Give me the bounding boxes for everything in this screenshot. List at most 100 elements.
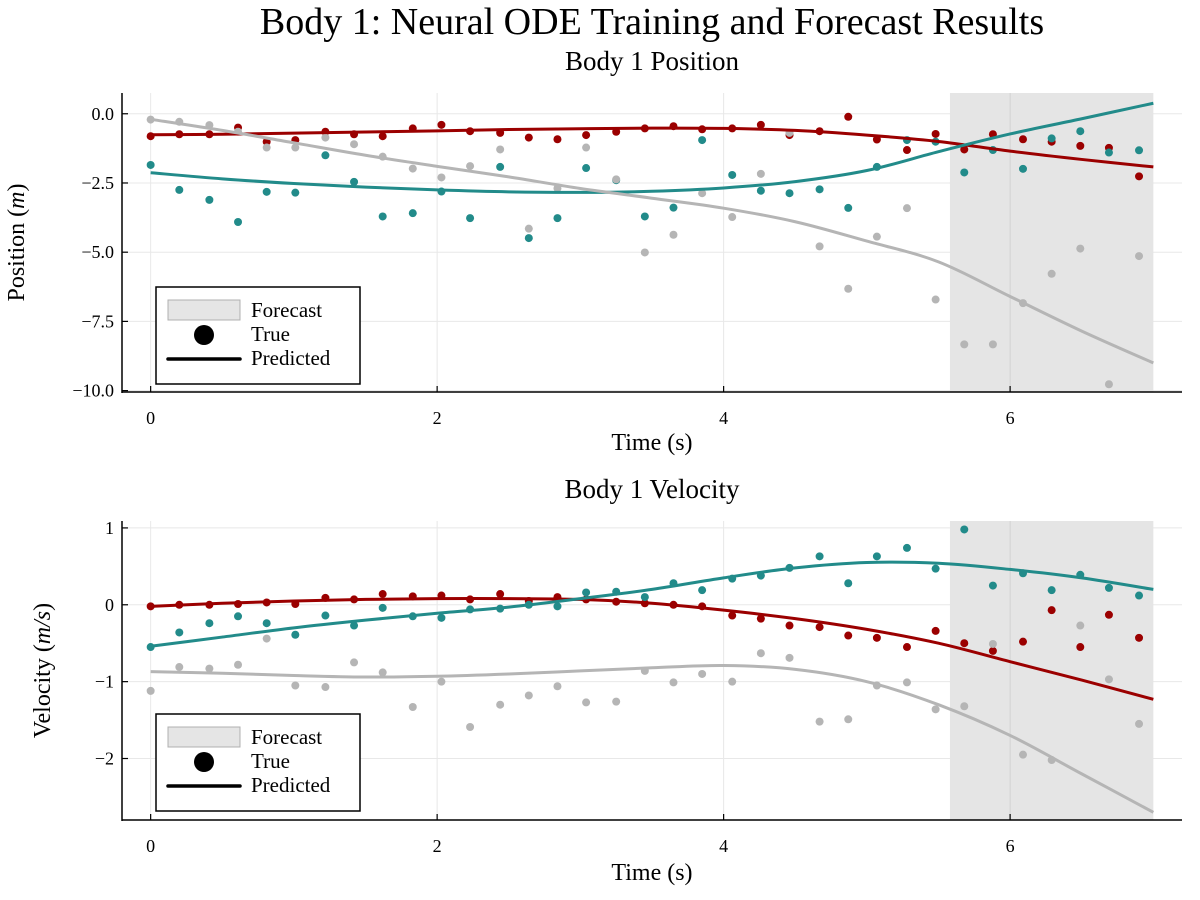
true-point [553,135,562,144]
chart-title: Body 1 Velocity [565,474,740,504]
true-point [902,146,911,155]
true-point [669,678,678,687]
true-point [988,646,997,655]
true-point [408,703,417,712]
legend-forecast-swatch [167,299,241,321]
predicted-line [150,663,1155,814]
y-tick-label: −1 [95,672,114,692]
true-point [902,678,911,687]
true-point [1135,252,1144,261]
true-point [321,151,330,160]
true-point [291,681,300,690]
true-point [1076,643,1085,652]
true-point [437,173,446,182]
x-tick-label: 6 [1006,836,1015,856]
true-point [844,631,853,640]
predicted-line [150,117,1154,365]
y-tick-label: 0 [105,595,114,615]
true-point [902,643,911,652]
true-point [872,633,881,642]
true-point [960,639,969,648]
true-point [640,593,649,602]
true-point [756,120,765,129]
true-point [902,204,911,213]
y-tick-label: 1 [105,518,114,538]
true-point [378,668,387,677]
x-tick-label: 4 [719,408,728,428]
true-point [408,164,417,173]
x-axis-label: Time (s) [611,860,692,886]
true-point [350,621,359,630]
true-point [1135,719,1144,728]
true-point [815,623,824,632]
predicted-line [150,560,1154,648]
true-point [1019,164,1027,173]
true-point [1135,146,1144,155]
true-point [291,630,300,639]
true-point [466,162,475,171]
true-point [698,136,707,145]
true-point [756,186,765,195]
y-axis-label-part: m [4,191,30,208]
true-point [844,284,853,293]
true-point [931,564,940,573]
true-point [640,248,649,257]
series-2 [146,115,1144,389]
true-point [1019,135,1027,144]
true-point [408,209,417,218]
legend-label: Predicted [251,346,331,370]
x-tick-label: 0 [146,408,155,428]
true-point [960,145,969,154]
true-point [872,552,881,561]
true-point [262,143,271,152]
figure-title: Body 1: Neural ODE Training and Forecast… [260,1,1044,43]
y-axis-label: Position (m) [4,183,30,301]
true-point [1076,141,1085,150]
true-point [205,664,214,673]
true-point [262,634,271,643]
x-tick-label: 2 [433,408,442,428]
true-point [496,162,505,171]
true-point [466,722,475,731]
y-axis-label-part: Velocity ( [30,644,56,738]
true-point [1104,583,1113,592]
true-point [1104,148,1113,157]
true-point [321,133,330,142]
true-point [1047,134,1056,143]
true-point [582,131,591,140]
true-point [756,649,765,658]
legend-label: Predicted [251,773,331,797]
true-point [378,590,387,599]
legend-true-marker [194,752,214,772]
true-point [612,697,621,706]
legend-label: Forecast [251,298,322,322]
true-point [350,658,359,667]
x-tick-label: 2 [433,836,442,856]
y-axis-label-part: ) [4,183,30,191]
true-point [582,143,591,152]
true-point [844,112,853,121]
true-point [234,218,243,227]
true-point [1076,621,1085,630]
true-point [1135,591,1144,600]
true-point [146,686,155,695]
x-tick-label: 0 [146,836,155,856]
panel-position: Body 1 Position 0 2 4 6 0.0 −2.5 −5.0 −7.5 −10.0 T… [4,46,1182,456]
true-point [1135,633,1144,642]
true-point [262,187,271,196]
forecast-region [949,521,1154,820]
y-axis-label: Velocity (m/s) [30,603,56,738]
true-point [582,164,591,173]
true-point [146,160,155,169]
y-tick-label: −7.5 [81,311,114,331]
true-point [902,543,911,552]
true-point [931,705,940,714]
true-point [496,145,505,154]
x-axis-label: Time (s) [611,430,692,456]
true-point [844,579,853,588]
predicted-line [150,101,1154,194]
true-point [815,717,824,726]
true-point [582,588,591,597]
true-point [175,185,184,194]
